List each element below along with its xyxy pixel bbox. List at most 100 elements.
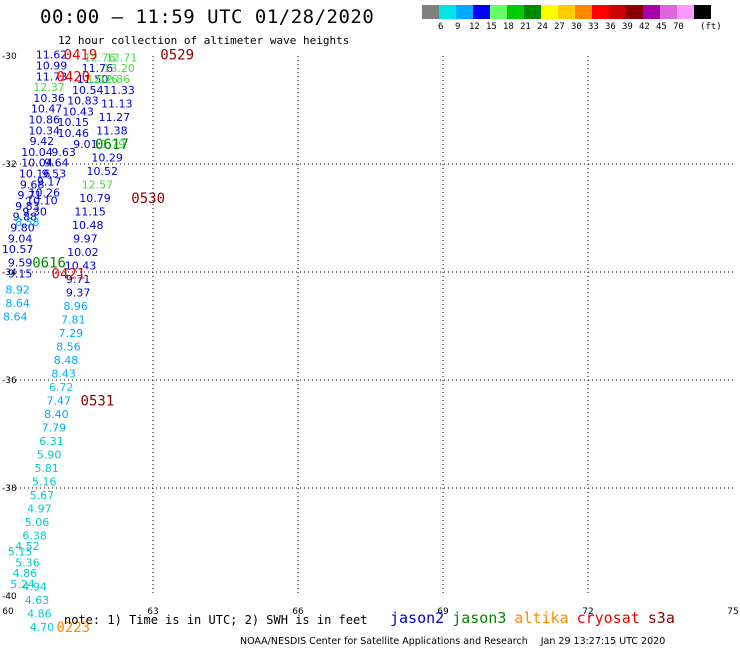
pass-time-label: 0616 (32, 256, 66, 272)
lon-tick-label: 66 (292, 607, 304, 617)
wave-height-label: 6.72 (49, 381, 74, 394)
wave-height-label: 11.13 (101, 97, 133, 110)
wave-height-label: 10.02 (67, 246, 99, 259)
wave-height-label: 11.33 (103, 84, 135, 97)
wave-height-label: 10.83 (67, 95, 99, 108)
wave-height-label: 9.30 (22, 205, 47, 218)
wave-height-label: 12.76 (87, 73, 119, 86)
satellite-altika: altika (514, 609, 569, 627)
wave-height-label: 10.34 (29, 124, 61, 137)
wave-height-label: 11.62 (36, 49, 68, 62)
wave-height-label: 10.43 (62, 105, 94, 118)
legend-swatch (575, 5, 592, 19)
wave-height-label: 7.29 (59, 327, 84, 340)
credit-line: NOAA/NESDIS Center for Satellite Applica… (240, 636, 675, 647)
legend-label: 27 (554, 22, 565, 32)
pass-time-label: 0529 (160, 48, 194, 64)
map-title: 00:00 – 11:59 UTC 01/28/2020 (40, 6, 375, 28)
legend-label: 6 (438, 22, 444, 32)
wave-height-label: 9.04 (8, 232, 33, 245)
legend-swatch (456, 5, 473, 19)
wave-height-label: 9.68 (20, 178, 45, 191)
wave-height-label: 10.79 (79, 192, 111, 205)
wave-height-label: 8.58 (15, 216, 40, 229)
wave-height-label: 12.86 (99, 73, 131, 86)
lat-tick-label: -32 (2, 160, 17, 170)
wave-height-label: 10.16 (19, 168, 51, 181)
legend-label: 42 (639, 22, 650, 32)
legend-label: 36 (605, 22, 616, 32)
wave-height-label: 5.06 (25, 516, 50, 529)
wave-height-label: 4.63 (25, 594, 50, 607)
pass-time-label: 0420 (56, 69, 90, 85)
wave-height-label: 9.42 (30, 135, 55, 148)
wave-height-label: 9.15 (8, 267, 33, 280)
legend-unit: (ft) (700, 22, 722, 32)
wave-height-label: 4.52 (15, 540, 40, 553)
wave-height-label: 11.27 (99, 111, 131, 124)
pass-time-label: 0531 (81, 393, 115, 409)
legend-swatch (694, 5, 711, 19)
wave-height-label: 4.86 (27, 608, 52, 621)
wave-height-label: 10.04 (21, 157, 53, 170)
wave-height-label: 12.57 (82, 178, 114, 191)
wave-height-label: 5.16 (32, 475, 57, 488)
wave-height-label: 5.90 (37, 448, 62, 461)
legend-swatch (524, 5, 541, 19)
lat-tick-label: -40 (2, 592, 17, 602)
wave-height-label: 8.43 (51, 367, 76, 380)
legend-label: 33 (588, 22, 599, 32)
lon-tick-label: 60 (2, 607, 14, 617)
wave-height-label: 10.26 (29, 186, 61, 199)
wave-height-label: 7.47 (47, 394, 72, 407)
wave-height-label: 10.47 (31, 103, 63, 116)
legend-label: 70 (673, 22, 684, 32)
legend-swatch (609, 5, 626, 19)
legend-label: 21 (520, 22, 531, 32)
pass-time-label: 0419 (64, 48, 98, 64)
wave-height-label: 9.64 (44, 157, 69, 170)
lon-tick-label: 75 (727, 607, 738, 617)
wave-height-label: 10.52 (87, 165, 119, 178)
lat-tick-label: -36 (2, 376, 17, 386)
lon-tick-label: 69 (437, 607, 449, 617)
legend-label: 39 (622, 22, 633, 32)
wave-height-label: 9.53 (42, 168, 67, 181)
pass-time-label: 0223 (56, 620, 90, 636)
legend-swatch (558, 5, 575, 19)
wave-height-label: 11.79 (94, 138, 126, 151)
satellite-jason3: jason3 (452, 609, 507, 627)
wave-height-label: 12.37 (33, 81, 65, 94)
wave-height-label: 5.67 (30, 489, 55, 502)
legend-label: 15 (486, 22, 497, 32)
wave-height-label: 7.81 (61, 313, 86, 326)
wave-height-label: 5.36 (15, 556, 40, 569)
legend-swatch (541, 5, 558, 19)
lon-tick-label: 63 (147, 607, 158, 617)
wave-height-label: 11.73 (36, 70, 68, 83)
wave-height-label: 11.76 (82, 62, 114, 75)
satellite-legend: jason2 jason3 altika cryosat s3a (390, 609, 683, 627)
lat-tick-label: -38 (2, 484, 17, 494)
pass-time-label: 0530 (131, 191, 165, 207)
wave-height-label: 5.15 (8, 546, 33, 559)
wave-height-label: 8.56 (56, 340, 81, 353)
wave-height-label: 7.79 (42, 421, 67, 434)
legend-swatch (507, 5, 524, 19)
wave-height-label: 6.31 (39, 435, 64, 448)
legend-swatch (626, 5, 643, 19)
pass-time-label: 0617 (95, 137, 129, 153)
wave-height-label: 12.76 (84, 51, 116, 64)
wave-height-label: 6.38 (22, 529, 47, 542)
legend-label: 30 (571, 22, 582, 32)
wave-height-label: 10.99 (36, 60, 68, 73)
wave-height-label: 4.94 (22, 581, 47, 594)
legend-swatch (643, 5, 660, 19)
legend-label: 18 (503, 22, 514, 32)
wave-height-label: 5.24 (10, 578, 35, 591)
wave-height-label: 8.96 (63, 300, 88, 313)
wave-height-label: 4.86 (13, 567, 38, 580)
wave-height-label: 9.97 (73, 232, 98, 245)
wave-height-label: 9.88 (13, 211, 38, 224)
satellite-jason2: jason2 (390, 609, 445, 627)
